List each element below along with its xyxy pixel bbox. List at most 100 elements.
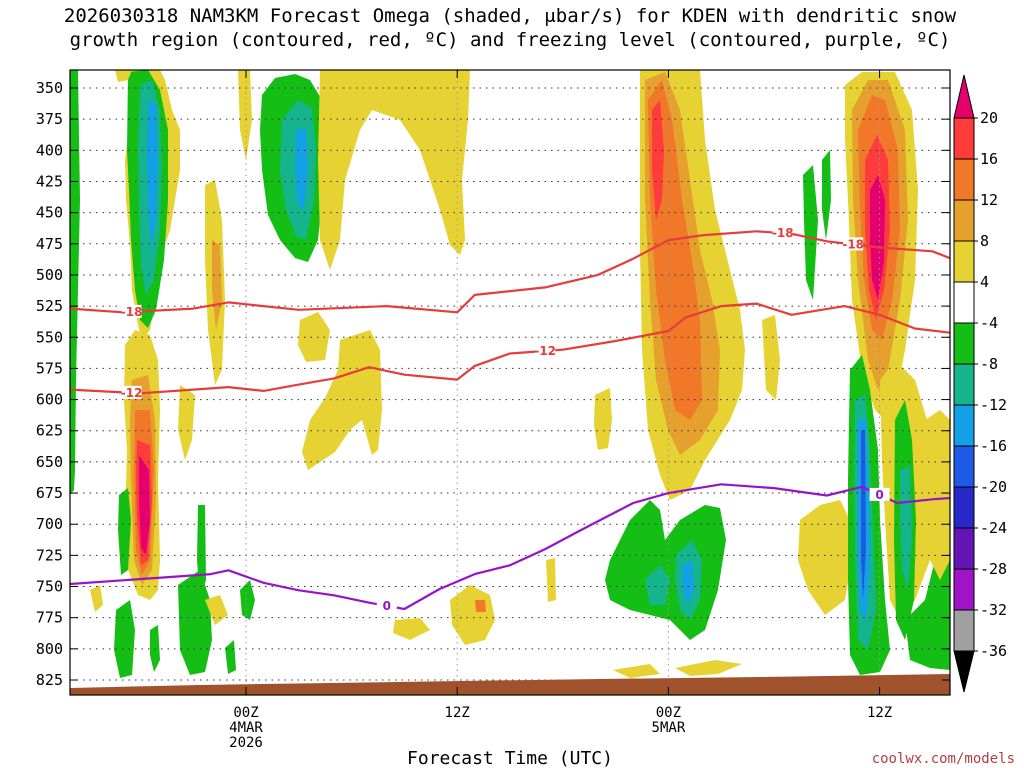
omega-region — [762, 315, 780, 400]
y-tick-label: 475 — [36, 235, 63, 253]
contour-label: -18 — [121, 305, 143, 319]
y-tick-label: 500 — [36, 266, 63, 284]
contour-label: 0 — [383, 599, 391, 613]
contour-dgz-upper — [70, 230, 950, 314]
x-tick-label: 2026 — [229, 735, 263, 751]
omega-region — [861, 430, 866, 600]
colorbar-label: -32 — [980, 601, 1007, 619]
colorbar-swatch — [953, 404, 975, 447]
colorbar-swatch — [953, 609, 975, 652]
contour-label: -18 — [772, 226, 794, 240]
y-tick-label: 375 — [36, 110, 63, 128]
colorbar: 20 16 12 8 4 -4 -8 -12 -16 -20 -24 -28 -32 -36 — [953, 74, 1007, 693]
chart-title-line-1: 2026030318 NAM3KM Forecast Omega (shaded… — [64, 5, 957, 27]
colorbar-swatch — [953, 240, 975, 283]
omega-region — [298, 312, 330, 362]
x-tick-label: 12Z — [445, 705, 470, 721]
omega-region — [212, 240, 222, 330]
contour-label-bg — [843, 237, 864, 251]
contour-label: -12 — [534, 344, 556, 358]
y-tick-label: 575 — [36, 359, 63, 377]
contour-label-bg — [121, 304, 142, 318]
contour-label: -18 — [842, 237, 864, 251]
omega-region — [318, 70, 470, 270]
y-tick-label: 725 — [36, 546, 63, 564]
omega-region — [475, 600, 486, 612]
omega-region — [803, 165, 818, 300]
x-tick-label: 12Z — [867, 705, 892, 721]
terrain-fill — [70, 674, 950, 695]
x-tick-label: 00Z — [233, 705, 258, 721]
y-tick-label: 525 — [36, 297, 63, 315]
contour-label: -12 — [121, 386, 143, 400]
y-tick-label: 800 — [36, 640, 63, 658]
omega-region — [613, 664, 660, 678]
colorbar-label: -20 — [980, 478, 1007, 496]
omega-region — [675, 660, 742, 676]
colorbar-label: -36 — [980, 642, 1007, 660]
omega-region — [115, 70, 132, 82]
omega-region — [302, 330, 382, 470]
omega-region — [900, 465, 912, 590]
omega-region — [197, 505, 206, 600]
colorbar-swatch — [953, 322, 975, 365]
colorbar-label: -24 — [980, 519, 1007, 537]
x-axis-label: Forecast Time (UTC) — [407, 748, 613, 768]
omega-region — [114, 600, 135, 678]
colorbar-swatch — [953, 158, 975, 201]
omega-region — [178, 385, 195, 460]
contour-label-bg — [121, 385, 142, 399]
colorbar-label: -4 — [980, 314, 998, 332]
y-tick-label: 600 — [36, 391, 63, 409]
contour-dgz-lower — [70, 302, 950, 395]
colorbar-label: -28 — [980, 560, 1007, 578]
contour-label-bg — [535, 343, 556, 357]
y-tick-label: 750 — [36, 578, 63, 596]
omega-region — [870, 175, 885, 300]
x-axis: 00Z4MAR202612Z00Z5MAR12Z00Z6MAR — [229, 70, 892, 751]
colorbar-label: 20 — [980, 109, 998, 127]
colorbar-swatch — [953, 281, 975, 324]
omega-region — [652, 100, 664, 220]
contour-label: 0 — [875, 488, 883, 502]
colorbar-label: 8 — [980, 232, 989, 250]
omega-region — [178, 570, 212, 675]
contour-freezing-level — [70, 483, 950, 611]
colorbar-swatch — [953, 445, 975, 488]
colorbar-swatch — [953, 568, 975, 611]
omega-region — [645, 565, 670, 605]
colorbar-label: -16 — [980, 437, 1007, 455]
y-tick-label: 700 — [36, 515, 63, 533]
omega-region — [240, 580, 255, 620]
x-tick-label: 00Z — [656, 705, 681, 721]
y-tick-label: 675 — [36, 484, 63, 502]
plot-frame — [69, 69, 951, 696]
colorbar-bottom-triangle — [953, 650, 975, 693]
omega-region — [90, 585, 103, 612]
y-tick-label: 825 — [36, 671, 63, 689]
colorbar-label: 16 — [980, 150, 998, 168]
credit-text: coolwx.com/models — [872, 751, 1015, 767]
omega-region — [546, 558, 556, 602]
omega-region — [822, 150, 831, 240]
y-tick-label: 450 — [36, 204, 63, 222]
y-tick-label: 400 — [36, 141, 63, 159]
x-tick-label: 4MAR — [229, 720, 263, 736]
colorbar-label: 4 — [980, 273, 989, 291]
omega-region — [393, 618, 430, 640]
y-tick-label: 550 — [36, 328, 63, 346]
y-tick-label: 625 — [36, 422, 63, 440]
colorbar-label: 12 — [980, 191, 998, 209]
contour-label-bg — [772, 226, 793, 240]
colorbar-label: -8 — [980, 355, 998, 373]
x-tick-label: 5MAR — [652, 720, 686, 736]
y-tick-label: 650 — [36, 453, 63, 471]
colorbar-top-triangle — [953, 74, 975, 119]
colorbar-swatch — [953, 363, 975, 406]
colorbar-swatch — [953, 117, 975, 160]
contour-lines: -18 -18 -18 -12 -12 0 0 — [70, 226, 950, 613]
omega-region — [295, 128, 308, 210]
omega-region — [205, 595, 228, 625]
omega-region — [238, 70, 252, 160]
